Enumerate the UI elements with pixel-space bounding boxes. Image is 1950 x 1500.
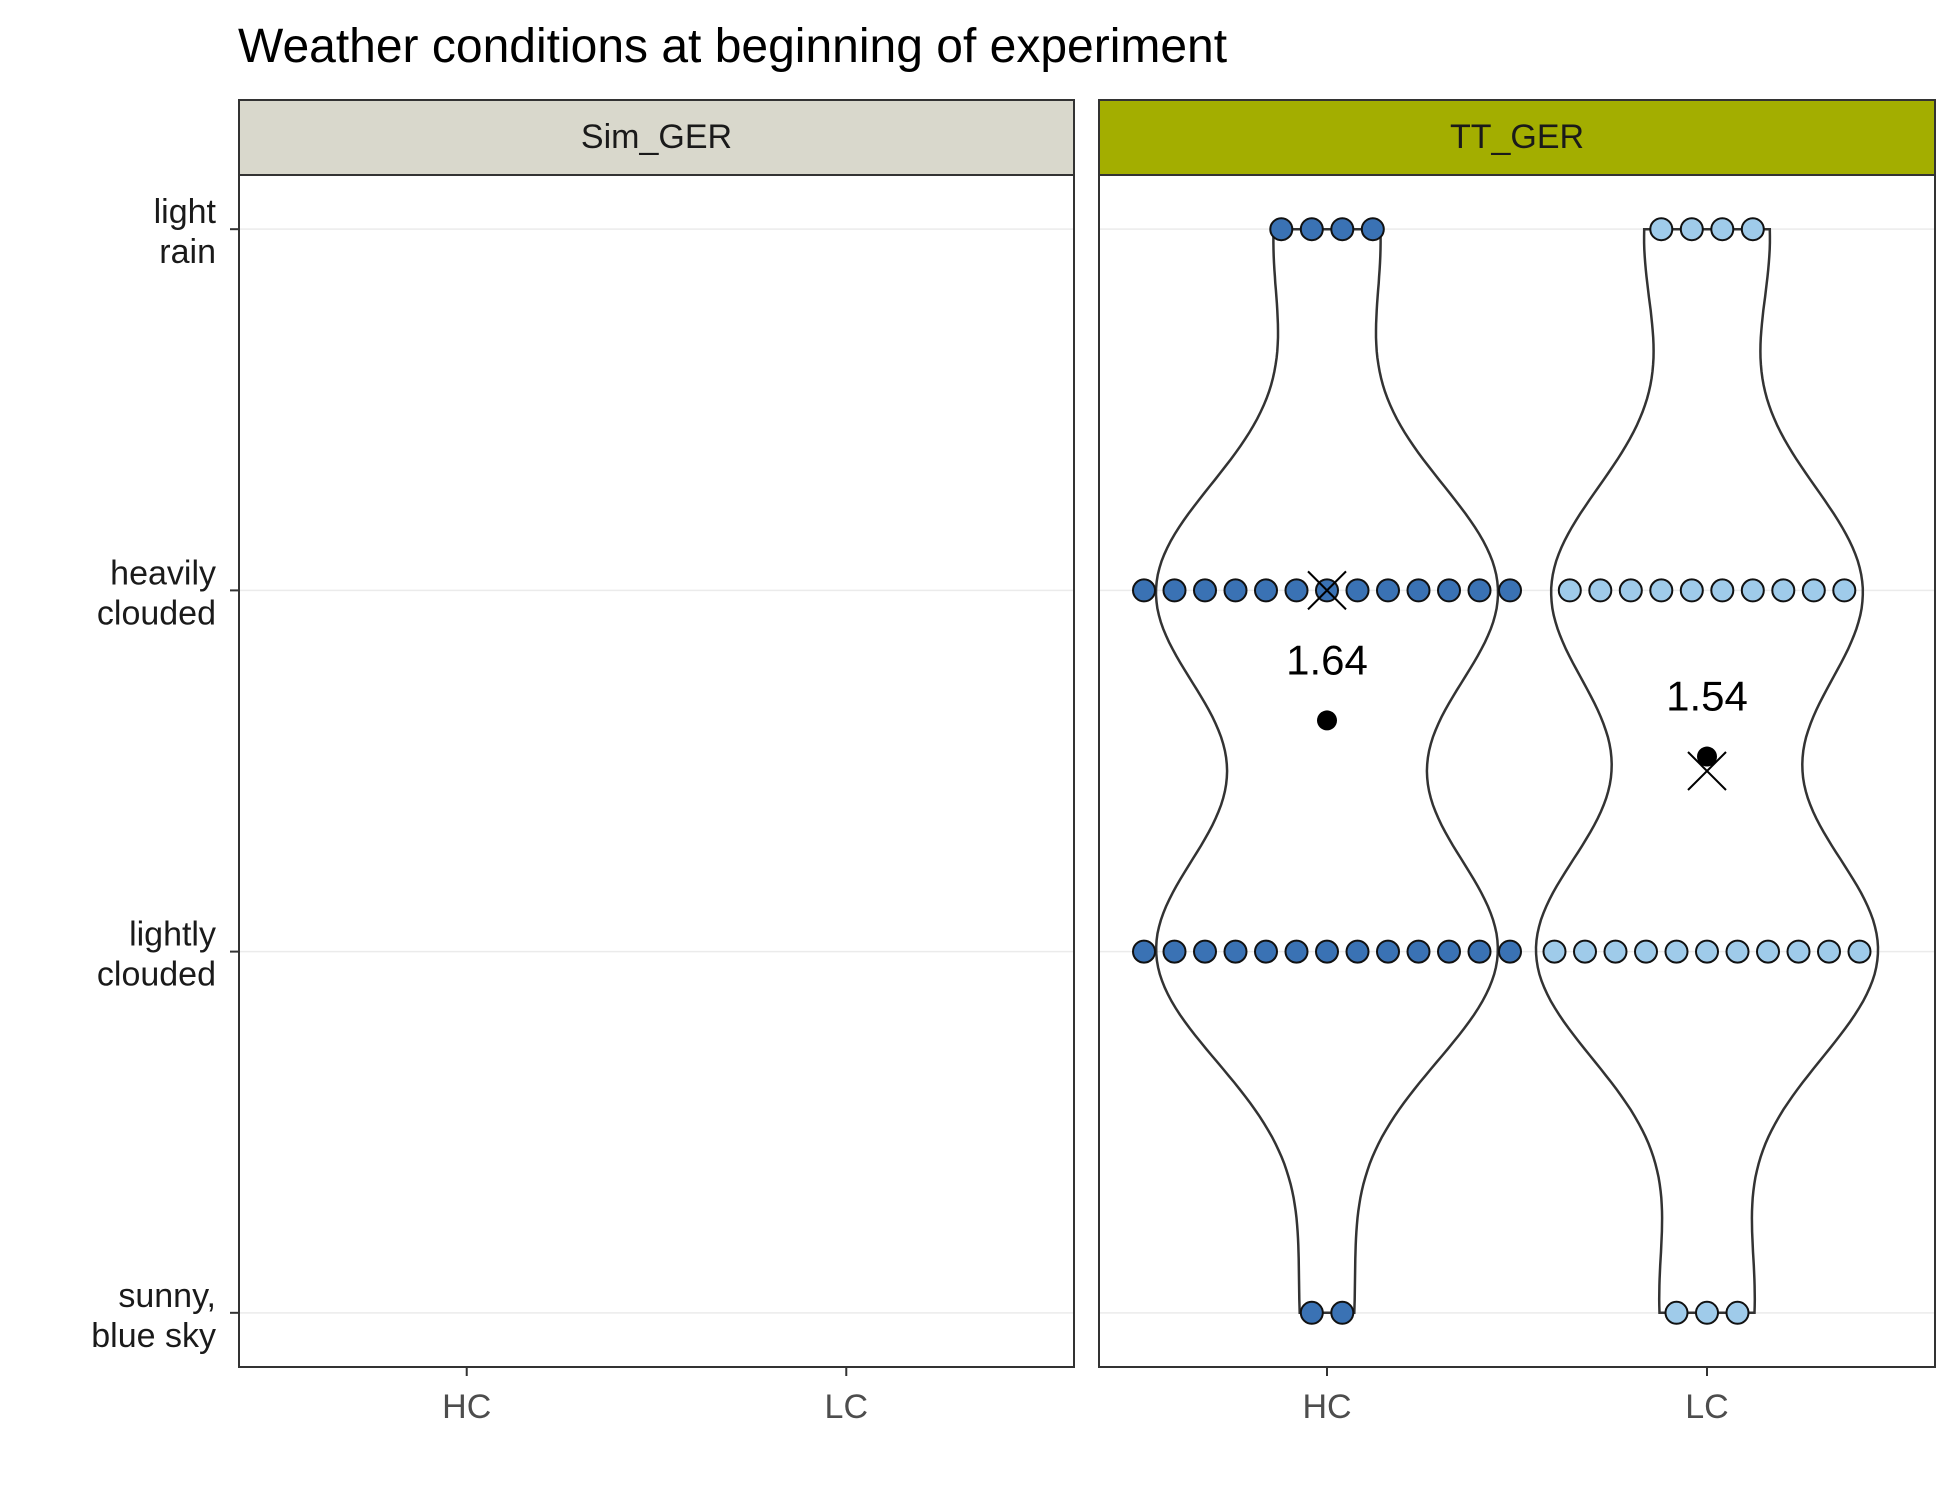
violin-HC <box>1154 227 1500 1315</box>
data-point <box>1740 578 1765 603</box>
strip-label-tt-ger: TT_GER <box>1450 118 1584 156</box>
x-tick-label: HC <box>442 1388 491 1426</box>
data-point <box>1406 578 1431 603</box>
strip-sim-ger <box>238 99 1075 176</box>
data-point <box>1254 939 1278 964</box>
mean-point <box>1697 746 1717 767</box>
data-point <box>1725 1300 1750 1325</box>
strip-label-sim-ger: Sim_GER <box>581 118 732 156</box>
data-point <box>1132 578 1156 603</box>
data-point <box>1618 578 1643 603</box>
data-point <box>1679 578 1704 603</box>
median-marker-stroke <box>1687 751 1727 791</box>
x-axis: HC LC <box>1302 1367 1729 1426</box>
y-tick-label: lightly clouded <box>97 916 216 994</box>
data-point <box>1725 939 1750 964</box>
data-point <box>1193 578 1217 603</box>
mean-label: 1.54 <box>1666 673 1748 720</box>
data-point <box>1756 939 1780 964</box>
panel-grid <box>1099 228 1935 1314</box>
data-point <box>1542 939 1567 964</box>
data-point <box>1801 578 1826 603</box>
data-point <box>1437 939 1461 964</box>
violin-LC <box>1534 227 1880 1315</box>
data-point <box>1437 578 1461 603</box>
data-point <box>1649 578 1674 603</box>
data-point <box>1223 939 1248 964</box>
data-point <box>1710 578 1735 603</box>
data-point <box>1695 1300 1719 1325</box>
data-point <box>1162 939 1187 964</box>
x-tick-label: LC <box>1685 1388 1728 1426</box>
data-point <box>1467 939 1492 964</box>
data-point <box>1330 1300 1355 1325</box>
data-point <box>1467 578 1492 603</box>
data-point <box>1345 939 1370 964</box>
panel-grid <box>239 228 1074 1314</box>
data-point <box>1710 217 1735 242</box>
mean-label: 1.64 <box>1286 636 1368 683</box>
data-point <box>1664 1300 1689 1325</box>
data-point <box>1376 939 1400 964</box>
data-point <box>1193 939 1217 964</box>
data-point <box>1786 939 1811 964</box>
data-point <box>1634 939 1658 964</box>
data-point <box>1664 939 1689 964</box>
data-point <box>1223 578 1248 603</box>
panel-border-sim-ger <box>238 174 1075 1368</box>
data-point <box>1132 939 1156 964</box>
panel-tt-ger: TT_GER 1.64 1.54 HC LC <box>1098 99 1936 1426</box>
data-point <box>1360 217 1385 242</box>
data-point <box>1573 939 1597 964</box>
data-point <box>1254 578 1278 603</box>
data-point <box>1832 578 1857 603</box>
data-point <box>1740 217 1765 242</box>
panel-marks: 1.64 1.54 <box>1132 217 1880 1325</box>
data-point <box>1847 939 1872 964</box>
data-point <box>1557 578 1582 603</box>
x-tick-label: LC <box>825 1388 868 1426</box>
data-point <box>1299 217 1324 242</box>
data-point <box>1406 939 1431 964</box>
data-point <box>1771 578 1796 603</box>
data-point <box>1603 939 1628 964</box>
data-point <box>1345 578 1370 603</box>
y-tick-label: light rain <box>154 193 217 271</box>
data-point <box>1330 217 1355 242</box>
panel-sim-ger: Sim_GER HC LC <box>238 99 1075 1426</box>
data-point <box>1588 578 1613 603</box>
chart-title: Weather conditions at beginning of exper… <box>238 20 1227 73</box>
median-marker-stroke <box>1307 570 1347 611</box>
y-tick-label: sunny, blue sky <box>91 1277 216 1355</box>
x-tick-label: HC <box>1302 1388 1351 1426</box>
data-point <box>1679 217 1704 242</box>
y-tick-label: heavily clouded <box>97 554 216 632</box>
data-point <box>1162 578 1187 603</box>
data-point <box>1695 939 1719 964</box>
mean-point <box>1317 710 1337 731</box>
data-point <box>1498 939 1522 964</box>
strip-tt-ger <box>1098 99 1936 176</box>
data-point <box>1284 939 1309 964</box>
y-axis: sunny, blue sky lightly clouded heavily cloud… <box>91 193 239 1355</box>
data-point <box>1376 578 1400 603</box>
data-point <box>1269 217 1294 242</box>
data-point <box>1284 578 1309 603</box>
data-point <box>1299 1300 1324 1325</box>
data-point <box>1817 939 1841 964</box>
panel-border-tt-ger <box>1098 174 1936 1368</box>
x-axis: HC LC <box>442 1367 868 1426</box>
data-point <box>1498 578 1522 603</box>
data-point <box>1315 939 1339 964</box>
data-point <box>1649 217 1674 242</box>
